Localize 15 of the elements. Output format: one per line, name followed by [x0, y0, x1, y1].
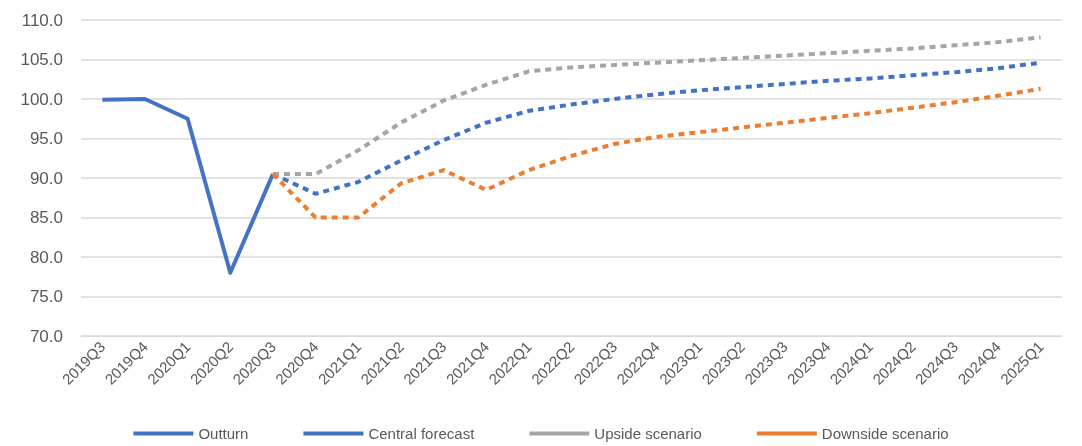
legend-label: Central forecast [368, 425, 476, 442]
y-tick-label: 110.0 [21, 10, 63, 30]
y-tick-label: 85.0 [29, 208, 63, 227]
legend-label: Downside scenario [821, 425, 949, 442]
line-series [270, 35, 1043, 177]
legend-label: Upside scenario [594, 425, 702, 442]
y-tick-label: 90.0 [29, 168, 63, 188]
y-tick-label: 105.0 [20, 50, 63, 69]
legend-label: Outturn [198, 425, 249, 442]
y-tick-label: 100.0 [20, 89, 63, 109]
y-tick-label: 70.0 [29, 326, 63, 346]
line-series [270, 86, 1043, 220]
y-tick-label: 75.0 [29, 287, 63, 306]
y-tick-label: 95.0 [29, 129, 63, 148]
y-tick-label: 80.0 [29, 247, 63, 267]
